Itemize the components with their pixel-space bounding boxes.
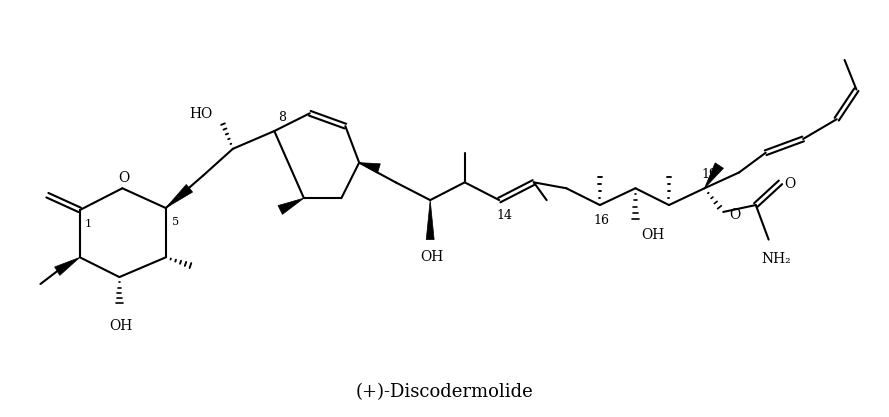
Polygon shape	[165, 184, 193, 208]
Text: O: O	[119, 171, 130, 186]
Text: OH: OH	[642, 228, 665, 241]
Text: 1: 1	[84, 219, 92, 229]
Text: (+)-Discodermolide: (+)-Discodermolide	[355, 384, 533, 402]
Polygon shape	[704, 163, 724, 188]
Text: 14: 14	[496, 209, 512, 222]
Text: OH: OH	[420, 250, 444, 264]
Text: 5: 5	[172, 217, 180, 227]
Text: 16: 16	[594, 214, 610, 227]
Text: O: O	[730, 208, 741, 222]
Text: OH: OH	[109, 319, 133, 334]
Polygon shape	[359, 163, 380, 173]
Polygon shape	[54, 257, 80, 275]
Text: 8: 8	[278, 111, 286, 124]
Text: HO: HO	[189, 107, 212, 121]
Text: O: O	[785, 177, 796, 191]
Text: NH₂: NH₂	[762, 252, 791, 266]
Text: 19: 19	[701, 168, 717, 181]
Polygon shape	[426, 200, 434, 240]
Polygon shape	[278, 198, 304, 214]
